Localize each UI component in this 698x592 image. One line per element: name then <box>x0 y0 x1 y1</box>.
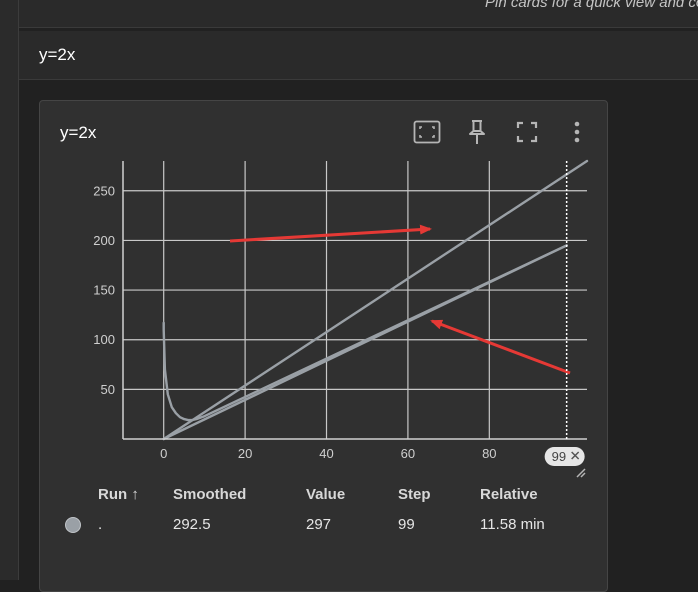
cell-step: 99 <box>398 516 415 533</box>
series-line-3 <box>162 244 568 422</box>
cell-smoothed: 292.5 <box>173 516 211 533</box>
y-tick-label: 250 <box>93 183 115 198</box>
fullscreen-button[interactable] <box>512 117 542 147</box>
annotation-arrow-upper <box>229 224 432 243</box>
pinned-cards-strip: Pin cards for a quick view and co <box>19 0 698 28</box>
cell-relative: 11.58 min <box>480 516 545 533</box>
chart-tick-labels: 0 20 40 60 80 250 200 150 100 50 <box>93 183 496 461</box>
col-header-step[interactable]: Step <box>398 486 431 503</box>
x-tick-label: 0 <box>160 446 167 461</box>
pin-icon <box>469 120 485 144</box>
annotation-arrows <box>229 224 571 375</box>
close-icon <box>571 451 580 460</box>
cell-run: . <box>98 516 103 533</box>
step-cursor-label: 99 <box>552 449 566 464</box>
col-header-smoothed[interactable]: Smoothed <box>173 486 247 503</box>
x-tick-label: 40 <box>319 446 333 461</box>
col-header-value[interactable]: Value <box>306 486 346 503</box>
scalar-card: y=2x 0 20 40 60 80 250 200 150 100 50 <box>39 100 608 592</box>
annotation-arrow-lower <box>430 319 571 375</box>
y-tick-label: 150 <box>93 283 115 298</box>
col-header-run[interactable]: Run ↑ <box>98 486 139 503</box>
card-group-header[interactable]: y=2x <box>19 31 698 80</box>
fullscreen-icon <box>516 121 538 143</box>
cell-value: 297 <box>306 516 332 533</box>
pinned-cards-hint: Pin cards for a quick view and co <box>485 0 698 11</box>
y-tick-label: 100 <box>93 332 115 347</box>
col-header-run-label: Run <box>98 486 128 503</box>
y-tick-label: 200 <box>93 233 115 248</box>
left-rail <box>0 0 19 580</box>
chart-series-group <box>162 159 589 441</box>
step-cursor-chip <box>544 447 585 466</box>
chart-grid <box>123 161 587 439</box>
more-options-button[interactable] <box>562 117 592 147</box>
run-color-swatch[interactable] <box>65 517 81 533</box>
pin-card-button[interactable] <box>462 117 492 147</box>
x-tick-label: 20 <box>238 446 252 461</box>
group-title: y=2x <box>39 45 76 64</box>
fit-to-screen-icon <box>413 120 441 144</box>
line-chart[interactable]: 0 20 40 60 80 250 200 150 100 50 99 <box>40 101 607 481</box>
fit-domain-button[interactable] <box>412 117 442 147</box>
card-title: y=2x <box>60 123 97 142</box>
col-header-relative[interactable]: Relative <box>480 486 538 503</box>
resize-handle-icon[interactable] <box>576 468 586 478</box>
more-vert-icon <box>574 121 580 143</box>
step-cursor[interactable]: 99 <box>544 161 585 466</box>
chart-axes <box>122 161 587 440</box>
x-tick-label: 80 <box>482 446 496 461</box>
y-tick-label: 50 <box>101 382 115 397</box>
sort-ascending-icon: ↑ <box>131 486 139 503</box>
series-line-1 <box>162 159 589 441</box>
x-tick-label: 60 <box>401 446 415 461</box>
